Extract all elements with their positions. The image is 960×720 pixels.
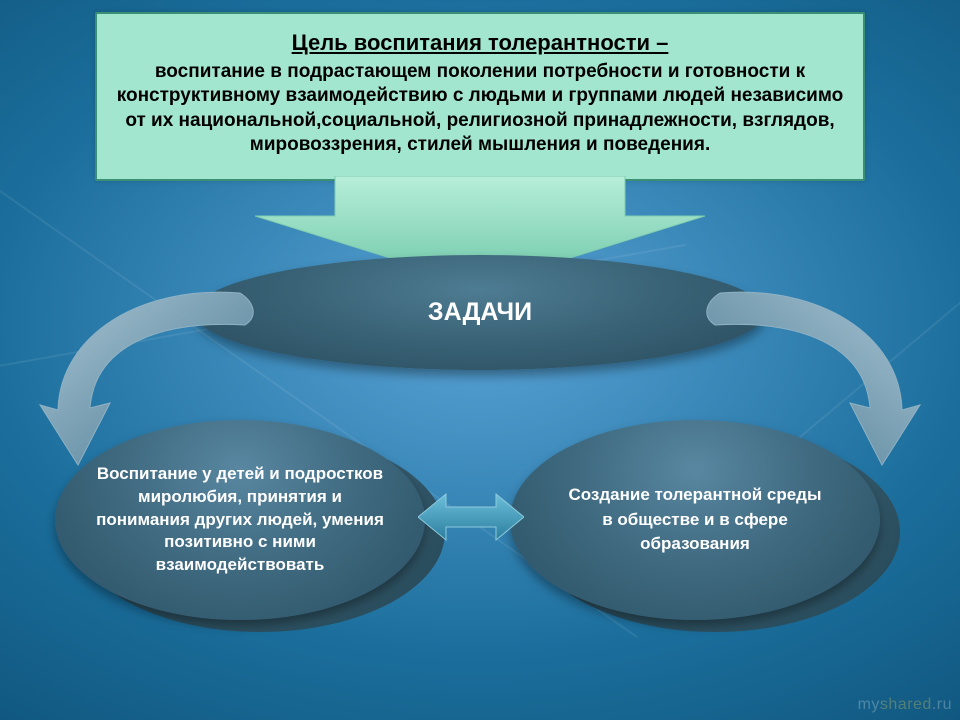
task-left-text: Воспитание у детей и подростков миролюби… xyxy=(55,463,425,578)
watermark: myshared.ru xyxy=(858,696,952,714)
goal-box: Цель воспитания толерантности – воспитан… xyxy=(95,12,865,181)
task-right-text: Создание толерантной среды в обществе и … xyxy=(510,483,880,557)
tasks-ellipse: ЗАДАЧИ xyxy=(195,255,765,370)
tasks-label: ЗАДАЧИ xyxy=(388,298,572,327)
goal-body: воспитание в подрастающем поколении потр… xyxy=(115,60,845,157)
watermark-a: my xyxy=(858,696,880,713)
double-arrow-icon xyxy=(418,490,524,544)
watermark-b: shared xyxy=(880,696,932,713)
watermark-c: .ru xyxy=(932,696,952,713)
slide-stage: Цель воспитания толерантности – воспитан… xyxy=(0,0,960,720)
task-left-ellipse: Воспитание у детей и подростков миролюби… xyxy=(55,420,425,620)
goal-title: Цель воспитания толерантности – xyxy=(115,30,845,56)
task-right-ellipse: Создание толерантной среды в обществе и … xyxy=(510,420,880,620)
